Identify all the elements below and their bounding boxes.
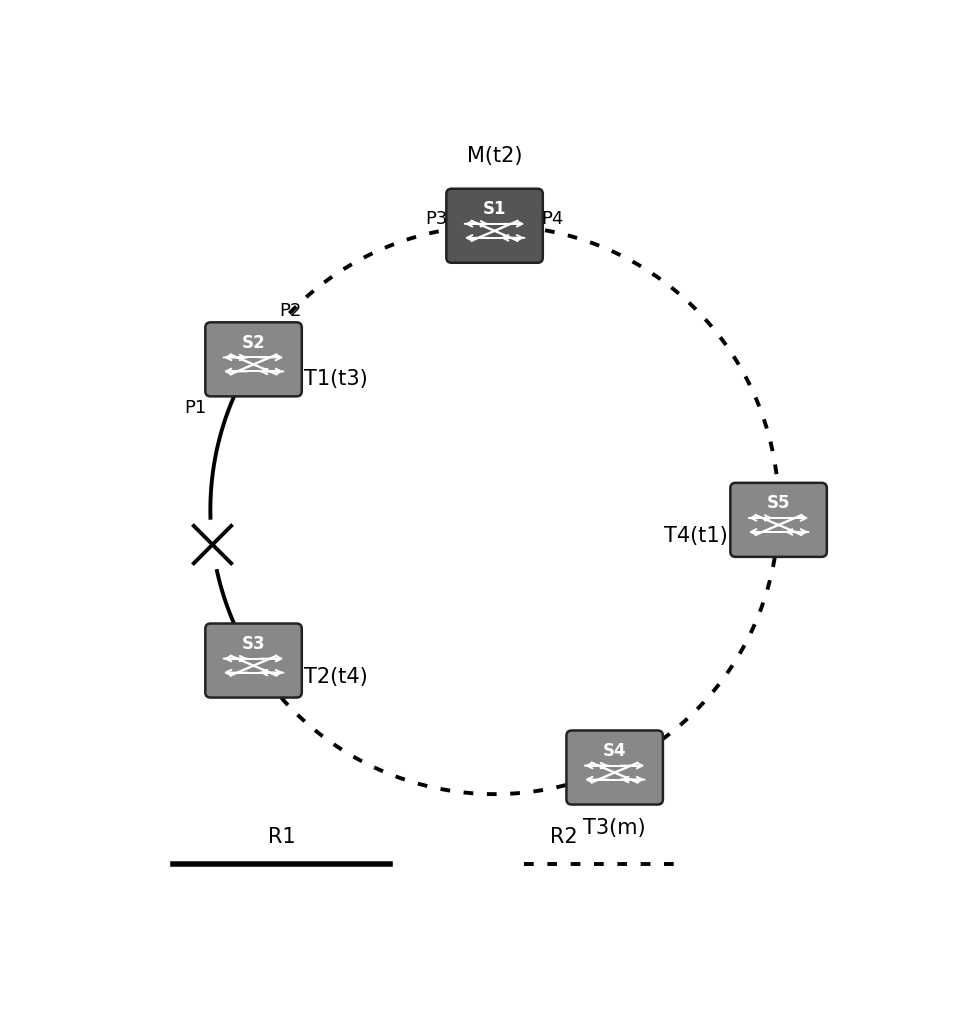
FancyBboxPatch shape <box>447 189 542 263</box>
Text: S1: S1 <box>482 200 507 218</box>
FancyBboxPatch shape <box>731 483 827 557</box>
Text: T2(t4): T2(t4) <box>304 667 368 687</box>
Text: S5: S5 <box>767 494 790 512</box>
Text: P1: P1 <box>184 398 207 417</box>
Text: T3(m): T3(m) <box>584 818 646 838</box>
Text: P2: P2 <box>279 302 302 320</box>
FancyBboxPatch shape <box>206 623 302 698</box>
Text: S4: S4 <box>603 742 626 760</box>
Text: P3: P3 <box>426 211 448 228</box>
Text: S2: S2 <box>242 333 265 352</box>
Text: T1(t3): T1(t3) <box>304 368 368 389</box>
FancyBboxPatch shape <box>566 731 663 805</box>
Circle shape <box>188 520 236 569</box>
Text: R1: R1 <box>267 828 295 847</box>
FancyBboxPatch shape <box>206 322 302 396</box>
Text: S3: S3 <box>242 635 265 652</box>
Text: M(t2): M(t2) <box>467 146 522 165</box>
Text: T4(t1): T4(t1) <box>664 526 729 546</box>
Text: R2: R2 <box>550 828 578 847</box>
Text: P4: P4 <box>541 211 564 228</box>
